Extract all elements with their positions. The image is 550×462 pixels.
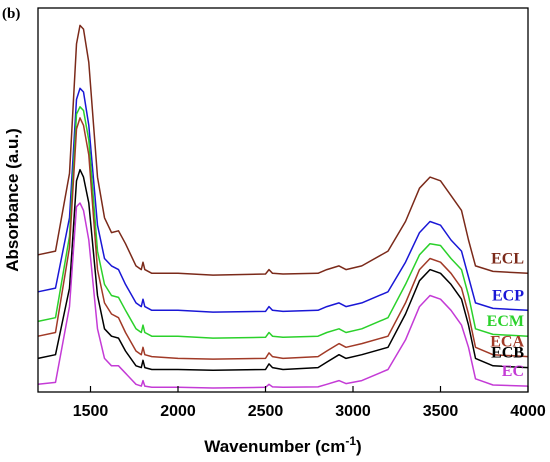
series-label-ecp: ECP <box>492 287 524 304</box>
x-ticks: 1500 2000 2500 3000 3500 4000 <box>73 386 546 420</box>
series-label-ecm: ECM <box>487 313 524 330</box>
series-line-eca <box>37 117 529 360</box>
series-label-ec: EC <box>502 363 524 380</box>
series-label-ecl: ECL <box>491 250 524 267</box>
y-axis-title: Absorbance (a.u.) <box>3 128 22 272</box>
x-tick-label: 4000 <box>510 403 546 420</box>
x-axis-title-sup: -1 <box>345 434 356 448</box>
x-axis-title-main: Wavenumber (cm <box>204 437 345 456</box>
series-line-ecl <box>37 24 529 276</box>
x-tick-label: 2000 <box>160 403 196 420</box>
x-tick-label: 3000 <box>335 403 371 420</box>
series-label-ecb: ECB <box>491 345 524 362</box>
series-label-eca: ECA <box>490 334 524 351</box>
plot-frame <box>37 7 529 393</box>
series-line-ecp <box>37 87 529 313</box>
series-line-ecm <box>37 106 529 339</box>
series-line-ecb <box>37 168 529 371</box>
plot-lines <box>37 24 529 389</box>
x-axis-title: Wavenumber (cm-1) <box>204 434 361 456</box>
x-axis-title-end: ) <box>356 437 362 456</box>
x-tick-label: 2500 <box>248 403 284 420</box>
x-tick-label: 1500 <box>73 403 109 420</box>
x-tick-label: 3500 <box>423 403 459 420</box>
panel-label: (b) <box>2 6 20 22</box>
